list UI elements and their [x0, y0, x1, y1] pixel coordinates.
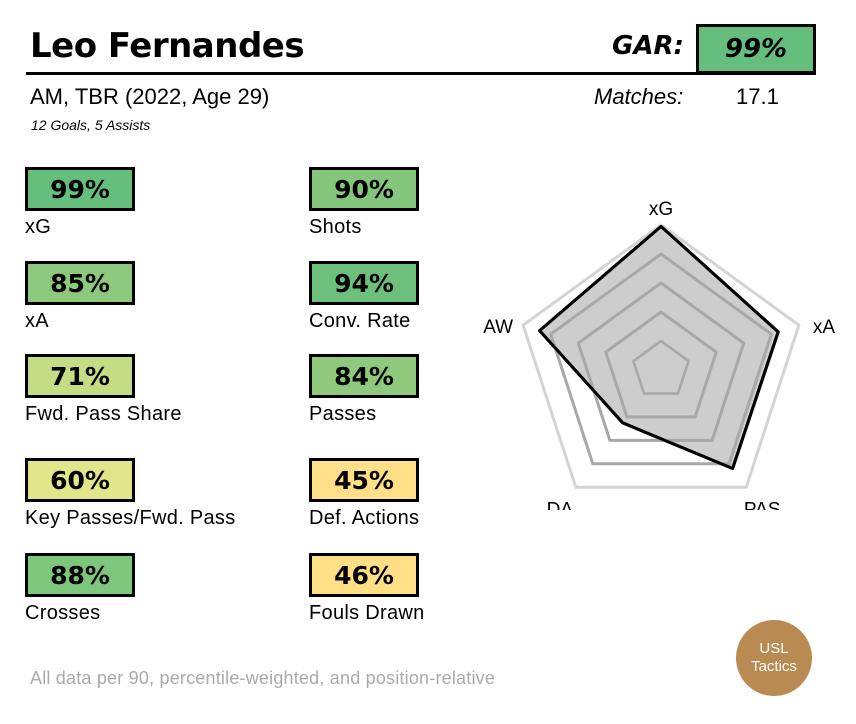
stat-value-box: 85% [25, 261, 135, 305]
stat-value-box: 88% [25, 553, 135, 597]
stat-value-box: 46% [309, 553, 419, 597]
stat-label: xG [25, 216, 52, 238]
stat-passes: 84% Passes [309, 354, 419, 426]
radar-axis-label: xG [649, 199, 673, 220]
radar-axis-label: PAS [744, 499, 781, 510]
stat-label: Def. Actions [309, 507, 420, 529]
radar-chart: xG xA PAS DA AW [483, 199, 836, 510]
footnote: All data per 90, percentile-weighted, an… [30, 668, 496, 688]
logo-line-1: USL [759, 640, 789, 657]
radar-data-outline [538, 224, 780, 470]
stat-value-box: 84% [309, 354, 419, 398]
stat-value-box: 94% [309, 261, 419, 305]
stat-conv-rate: 94% Conv. Rate [309, 261, 419, 333]
stat-value-box: 99% [25, 167, 135, 211]
player-name: Leo Fernandes [30, 26, 305, 66]
stat-label: xA [25, 310, 49, 332]
radar-axis-label: AW [483, 317, 513, 338]
radar-grid-ring [549, 252, 773, 466]
stat-value-box: 45% [309, 458, 419, 502]
stat-value-box: 71% [25, 354, 135, 398]
gar-value-box: 99% [696, 24, 816, 74]
stat-label: Fwd. Pass Share [25, 403, 182, 425]
stat-key-passes: 60% Key Passes/Fwd. Pass [25, 458, 236, 530]
matches-label: Matches: [594, 84, 684, 109]
radar-grid-ring [632, 339, 690, 395]
stat-def-actions: 45% Def. Actions [309, 458, 419, 530]
season-stats: 12 Goals, 5 Assists [31, 117, 151, 133]
stat-shots: 90% Shots [309, 167, 419, 239]
radar-grid-ring [604, 310, 718, 419]
player-subtitle: AM, TBR (2022, Age 29) [30, 84, 270, 109]
stat-label: Passes [309, 403, 377, 425]
radar-axis-label: DA [547, 499, 574, 510]
stat-label: Conv. Rate [309, 310, 411, 332]
logo-line-2: Tactics [751, 658, 797, 675]
stat-label: Fouls Drawn [309, 602, 425, 624]
stat-value-box: 90% [309, 167, 419, 211]
stat-label: Key Passes/Fwd. Pass [25, 507, 236, 529]
stat-crosses: 88% Crosses [25, 553, 135, 625]
radar-grid-ring [577, 281, 745, 442]
stat-label: Shots [309, 216, 362, 238]
stat-xa: 85% xA [25, 261, 135, 333]
radar-grid-ring [521, 223, 801, 489]
radar-axis-label: xA [813, 317, 836, 338]
usl-tactics-logo: USL Tactics [736, 620, 812, 696]
stat-label: Crosses [25, 602, 101, 624]
header-divider [26, 72, 816, 75]
stat-xg: 99% xG [25, 167, 135, 239]
stat-value-box: 60% [25, 458, 135, 502]
gar-label: GAR: [612, 31, 684, 61]
stat-fwd-pass-share: 71% Fwd. Pass Share [25, 354, 182, 426]
stat-fouls-drawn: 46% Fouls Drawn [309, 553, 425, 625]
matches-value: 17.1 [736, 84, 779, 109]
